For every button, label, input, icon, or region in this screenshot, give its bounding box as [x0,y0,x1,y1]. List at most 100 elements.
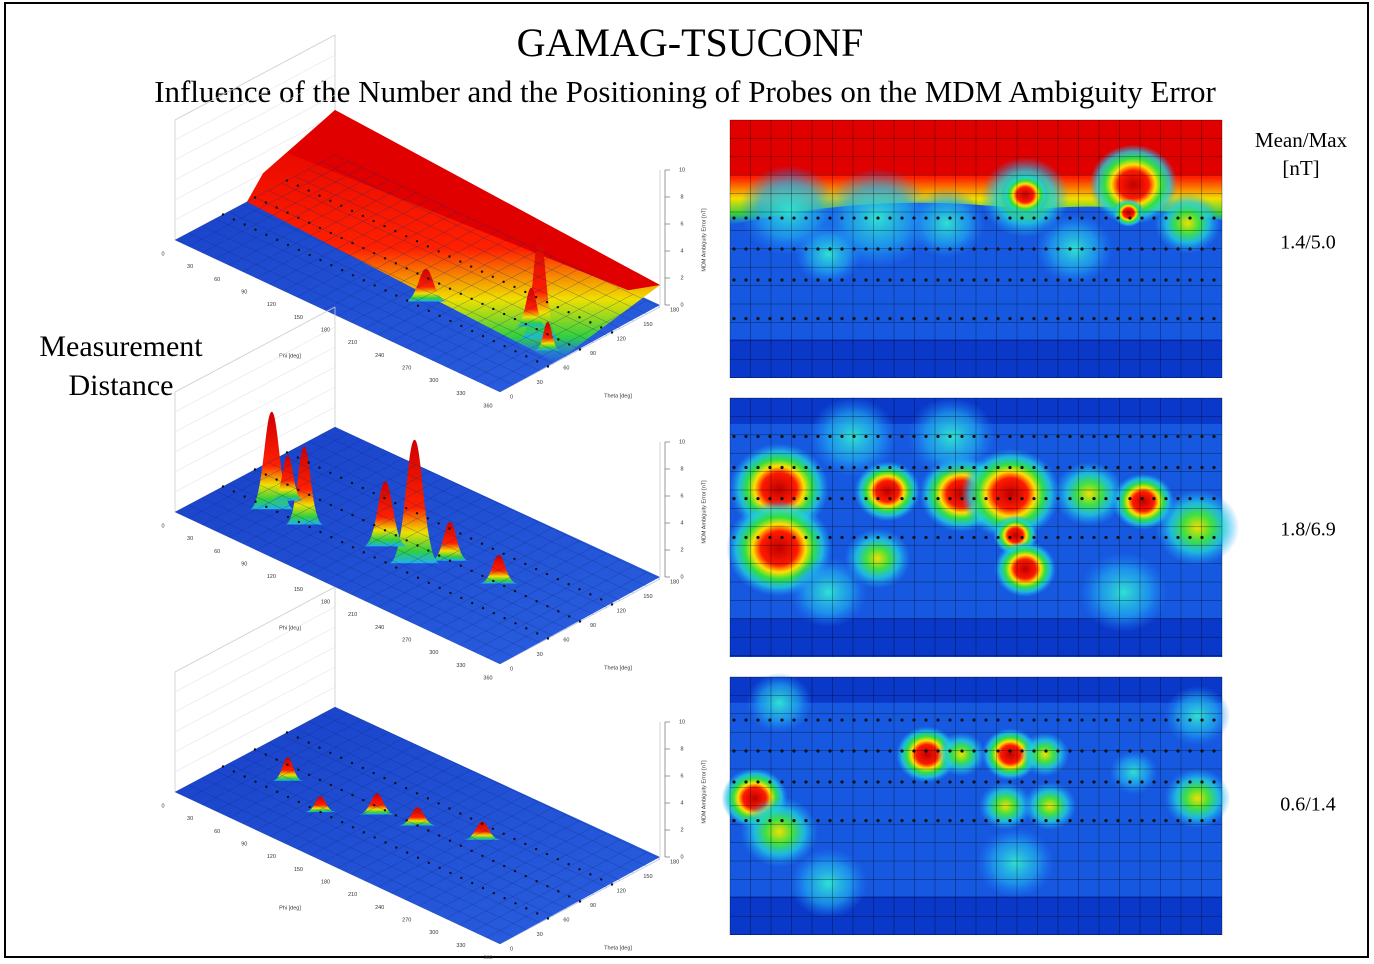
probe [568,343,570,345]
probe [416,824,418,826]
probe [840,749,843,752]
probe [308,806,310,808]
mean-max: 1.8/6.9 [1280,519,1336,541]
probe [984,718,987,721]
probe [1188,749,1191,752]
probe [828,749,831,752]
probe [437,522,439,524]
probe [960,466,963,469]
phi-title: Phi [deg] [279,905,301,911]
probe [1116,317,1119,320]
probe [804,718,807,721]
probe [481,303,483,305]
probe [1140,216,1143,219]
probe [1008,536,1011,539]
probe [471,882,473,884]
probe [972,780,975,783]
probe [243,495,245,497]
heatmap-blob [977,828,1054,898]
probe [1092,780,1095,783]
probe [1056,749,1059,752]
probe [972,466,975,469]
probe [888,819,891,822]
probe [936,497,939,500]
probe [1188,819,1191,822]
probe [804,216,807,219]
probe [852,435,855,438]
probe [341,541,343,543]
phi-tick-label: 270 [402,637,411,643]
probe [307,461,309,463]
probe [319,811,321,813]
probe [254,196,256,198]
phi-tick-label: 210 [348,612,357,618]
probe [395,566,397,568]
probe [308,254,310,256]
probe [286,484,288,486]
probe [876,317,879,320]
probe [1056,435,1059,438]
probe [1128,536,1131,539]
probe [1164,435,1167,438]
probe [1068,216,1071,219]
probe [1164,216,1167,219]
probe [960,278,963,281]
z-tick-label: 10 [679,439,685,445]
phi-tick-label: 90 [241,841,247,847]
probe [448,255,450,257]
probe [1212,819,1215,822]
probe [1200,718,1203,721]
z-tick-label: 8 [680,194,683,200]
probe [924,497,927,500]
probe [984,780,987,783]
theta-tick-label: 180 [670,307,679,313]
probe [744,278,747,281]
z-tick-label: 8 [680,466,683,472]
probe [460,293,462,295]
probe [535,848,537,850]
probe [936,247,939,250]
probe [792,435,795,438]
z-tick-label: 0 [680,854,683,860]
probe [427,797,429,799]
probe [1104,317,1107,320]
probe [1080,317,1083,320]
probe [525,627,527,629]
probe [1116,278,1119,281]
probe [960,780,963,783]
phi-tick-label: 270 [402,917,411,923]
probe [864,247,867,250]
heatmap [722,673,1231,935]
probe [744,216,747,219]
probe [840,780,843,783]
probe [768,247,771,250]
probe [864,466,867,469]
probe [1116,497,1119,500]
probe [1020,536,1023,539]
probe [756,278,759,281]
z-tick-label: 4 [680,248,683,254]
probe [1068,317,1071,320]
probe [936,466,939,469]
probe [222,213,224,215]
probe [470,817,472,819]
probe [900,497,903,500]
z-tick-label: 0 [680,302,683,308]
probe [972,819,975,822]
probe [924,247,927,250]
probe [996,536,999,539]
probe [438,554,440,556]
probe [1032,435,1035,438]
probe [1116,216,1119,219]
probe [972,497,975,500]
probe [1056,216,1059,219]
probe [1128,216,1131,219]
probe [1068,435,1071,438]
probe [1164,497,1167,500]
probe [524,291,526,293]
probe [372,772,374,774]
probe [756,718,759,721]
probe [1116,819,1119,822]
probe [1188,435,1191,438]
probe [372,220,374,222]
